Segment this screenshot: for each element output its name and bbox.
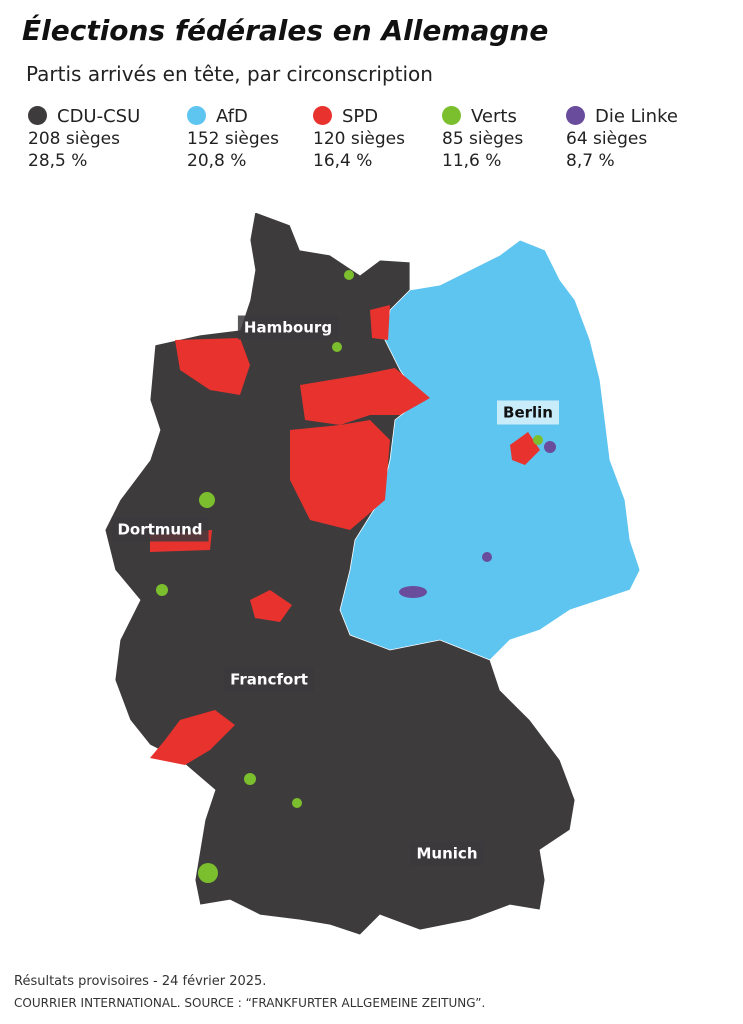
party-name: CDU-CSU	[57, 106, 141, 127]
spd-region	[370, 305, 390, 340]
legend-dot	[28, 106, 47, 125]
subtitle: Partis arrivés en tête, par circonscript…	[26, 62, 433, 86]
vote-share: 28,5 %	[28, 151, 88, 171]
city-label-bg	[497, 400, 559, 425]
title: Élections fédérales en Allemagne	[22, 14, 549, 47]
green-region	[292, 798, 302, 808]
legend-row: SPD	[313, 106, 405, 128]
spd-region	[510, 432, 540, 465]
legend-item: AfD 152 sièges 20,8 %	[187, 106, 279, 172]
note: Résultats provisoires - 24 février 2025.	[14, 974, 267, 989]
legend-row: AfD	[187, 106, 279, 128]
green-region	[244, 773, 256, 785]
linke-region	[399, 586, 427, 598]
spd-region	[150, 710, 235, 765]
green-region	[344, 270, 354, 280]
legend-item: Die Linke 64 sièges 8,7 %	[566, 106, 678, 172]
spd-region	[175, 338, 250, 395]
legend-row: CDU-CSU	[28, 106, 140, 128]
city-label: Hambourg	[244, 319, 332, 337]
green-region	[198, 863, 218, 883]
legend-item: SPD 120 sièges 16,4 %	[313, 106, 405, 172]
linke-regions	[399, 441, 556, 598]
city-label-bg	[410, 841, 484, 866]
city-labels: Hambourg Berlin Dortmund Francfort Munich	[111, 315, 559, 866]
vote-share: 16,4 %	[313, 151, 373, 171]
spd-region	[300, 368, 430, 425]
linke-region	[544, 441, 556, 453]
seats: 152 sièges	[187, 129, 279, 149]
green-regions	[156, 270, 543, 883]
city-label: Dortmund	[117, 521, 202, 539]
legend-item: CDU-CSU 208 sièges 28,5 %	[28, 106, 140, 172]
city-label-bg	[224, 667, 314, 692]
legend-dot	[187, 106, 206, 125]
linke-region	[482, 552, 492, 562]
spd-region	[250, 590, 292, 622]
party-name: Die Linke	[595, 106, 678, 127]
city-label-bg	[237, 315, 339, 340]
seats: 64 sièges	[566, 129, 648, 149]
legend-row: Verts	[442, 106, 523, 128]
party-name: AfD	[216, 106, 248, 127]
city-label: Francfort	[230, 671, 308, 689]
seats: 120 sièges	[313, 129, 405, 149]
vote-share: 8,7 %	[566, 151, 615, 171]
party-name: Verts	[471, 106, 517, 127]
party-name: SPD	[342, 106, 379, 127]
spd-region	[290, 420, 390, 530]
legend-dot	[566, 106, 585, 125]
green-region	[533, 435, 543, 445]
city-label-bg	[111, 517, 209, 542]
seats: 85 sièges	[442, 129, 524, 149]
green-region	[199, 492, 215, 508]
vote-share: 11,6 %	[442, 151, 502, 171]
city-label: Berlin	[503, 404, 553, 422]
seats: 208 sièges	[28, 129, 120, 149]
source: COURRIER INTERNATIONAL. SOURCE : “FRANKF…	[14, 996, 486, 1010]
green-region	[156, 584, 168, 596]
legend-item: Verts 85 sièges 11,6 %	[442, 106, 523, 172]
legend-dot	[313, 106, 332, 125]
green-region	[332, 342, 342, 352]
vote-share: 20,8 %	[187, 151, 247, 171]
legend-dot	[442, 106, 461, 125]
city-label: Munich	[417, 845, 478, 863]
legend-row: Die Linke	[566, 106, 678, 128]
